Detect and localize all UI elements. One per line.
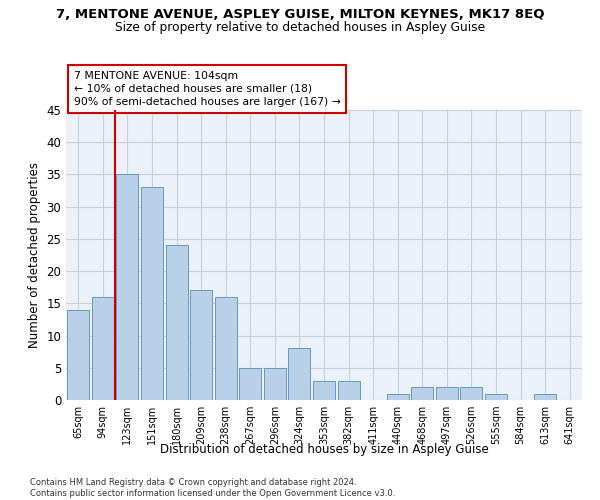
Bar [92,297,114,400]
Y-axis label: Number of detached properties: Number of detached properties [28,162,41,348]
Bar [460,387,482,400]
Text: 7, MENTONE AVENUE, ASPLEY GUISE, MILTON KEYNES, MK17 8EQ: 7, MENTONE AVENUE, ASPLEY GUISE, MILTON … [56,8,544,20]
Bar [67,310,89,400]
Bar [313,380,335,400]
Bar [436,387,458,400]
Bar [534,394,556,400]
Bar [190,290,212,400]
Bar [485,394,507,400]
Bar [386,394,409,400]
Bar [239,368,262,400]
Bar [116,174,139,400]
Bar [289,348,310,400]
Text: Contains HM Land Registry data © Crown copyright and database right 2024.
Contai: Contains HM Land Registry data © Crown c… [30,478,395,498]
Text: Size of property relative to detached houses in Aspley Guise: Size of property relative to detached ho… [115,21,485,34]
Bar [141,188,163,400]
Bar [338,380,359,400]
Text: Distribution of detached houses by size in Aspley Guise: Distribution of detached houses by size … [160,442,488,456]
Bar [411,387,433,400]
Bar [215,297,237,400]
Text: 7 MENTONE AVENUE: 104sqm
← 10% of detached houses are smaller (18)
90% of semi-d: 7 MENTONE AVENUE: 104sqm ← 10% of detach… [74,70,341,107]
Bar [264,368,286,400]
Bar [166,246,188,400]
